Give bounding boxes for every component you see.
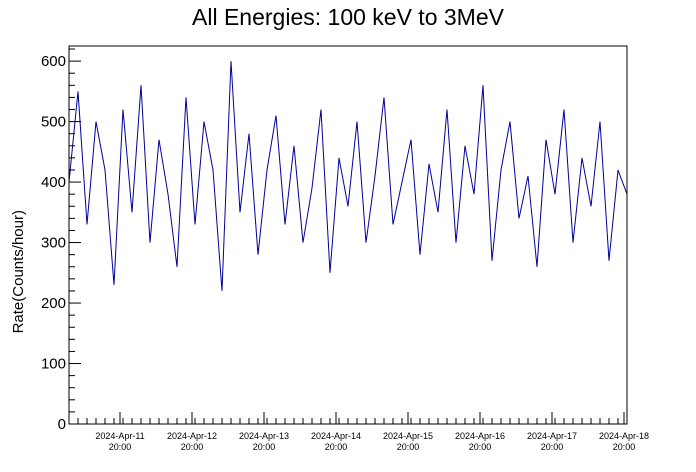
y-tick-label: 100 [41,356,66,373]
x-tick-label-time: 20:00 [613,442,636,452]
y-tick-label: 300 [41,235,66,252]
x-tick-label-date: 2024-Apr-14 [311,431,361,441]
y-tick-label: 0 [58,416,66,433]
y-tick-label: 500 [41,114,66,131]
axes: 01002003004005006002024-Apr-1120:002024-… [41,45,649,452]
x-tick-label-time: 20:00 [541,442,564,452]
chart-title: All Energies: 100 keV to 3MeV [192,4,505,30]
y-tick-label: 400 [41,174,66,191]
x-tick-label-date: 2024-Apr-18 [599,431,649,441]
y-tick-label: 200 [41,295,66,312]
x-tick-label-time: 20:00 [181,442,204,452]
y-axis-label: Rate(Counts/hour) [10,210,27,333]
x-tick-label-time: 20:00 [109,442,132,452]
x-tick-label-time: 20:00 [253,442,276,452]
x-tick-label-date: 2024-Apr-13 [239,431,289,441]
x-tick-label-date: 2024-Apr-16 [455,431,505,441]
x-tick-label-date: 2024-Apr-11 [95,431,144,441]
y-tick-label: 600 [41,53,66,70]
x-tick-label-time: 20:00 [325,442,348,452]
x-tick-label-date: 2024-Apr-15 [383,431,433,441]
plot-frame [68,45,628,425]
plot-area [68,61,628,291]
x-tick-label-time: 20:00 [469,442,492,452]
x-tick-label-time: 20:00 [397,442,420,452]
series-line [68,61,628,291]
x-tick-label-date: 2024-Apr-12 [167,431,217,441]
x-tick-label-date: 2024-Apr-17 [527,431,577,441]
